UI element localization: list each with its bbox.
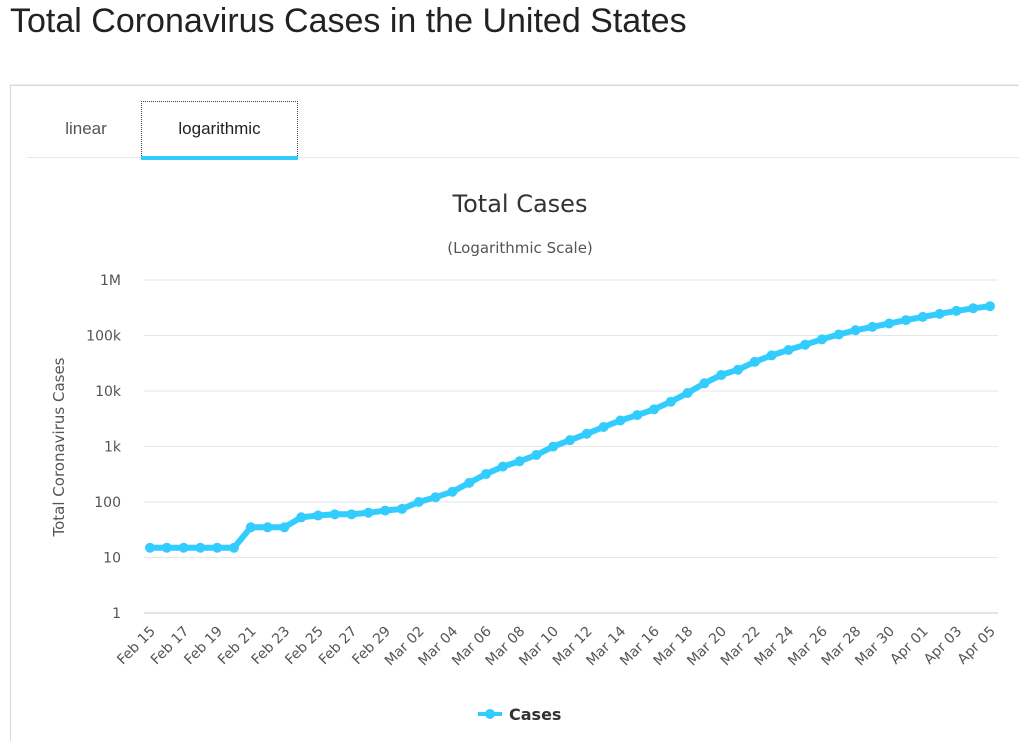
- data-point[interactable]: [514, 456, 525, 467]
- chart-title: Total Cases: [452, 190, 588, 218]
- data-point[interactable]: [733, 364, 743, 375]
- data-point[interactable]: [766, 350, 777, 361]
- tab-linear[interactable]: linear: [65, 118, 107, 138]
- data-point[interactable]: [581, 428, 592, 439]
- chart-legend[interactable]: Cases: [478, 705, 561, 724]
- data-point[interactable]: [817, 334, 827, 345]
- data-point[interactable]: [783, 344, 794, 355]
- data-point[interactable]: [497, 461, 508, 472]
- y-tick-label: 10k: [95, 384, 122, 400]
- scale-tabs: linear logarithmic: [27, 86, 1019, 160]
- data-point[interactable]: [632, 410, 643, 421]
- data-point[interactable]: [229, 542, 239, 553]
- data-point[interactable]: [363, 507, 374, 518]
- data-point[interactable]: [178, 542, 189, 553]
- data-point[interactable]: [565, 435, 575, 446]
- data-point[interactable]: [985, 301, 995, 312]
- data-point[interactable]: [682, 388, 693, 399]
- chart-subtitle: (Logarithmic Scale): [447, 239, 593, 257]
- data-point[interactable]: [195, 542, 206, 553]
- data-point[interactable]: [380, 505, 391, 516]
- data-point[interactable]: [699, 378, 710, 389]
- data-point[interactable]: [245, 522, 256, 533]
- y-tick-label: 1M: [100, 273, 121, 289]
- data-point[interactable]: [649, 404, 659, 415]
- data-point[interactable]: [262, 522, 273, 533]
- data-point[interactable]: [548, 441, 559, 452]
- data-point[interactable]: [481, 469, 491, 480]
- active-tab-indicator: [141, 156, 298, 160]
- data-point[interactable]: [413, 497, 424, 507]
- data-point[interactable]: [346, 509, 357, 520]
- x-tick-label: Apr 05: [955, 624, 999, 668]
- data-point[interactable]: [850, 325, 861, 336]
- data-point[interactable]: [279, 522, 290, 533]
- data-point[interactable]: [884, 318, 895, 329]
- data-point[interactable]: [313, 510, 323, 521]
- data-point[interactable]: [212, 542, 223, 553]
- data-point[interactable]: [329, 509, 340, 520]
- chart-panel: linear logarithmic: [10, 85, 1019, 741]
- data-point[interactable]: [800, 339, 811, 350]
- data-point[interactable]: [968, 303, 979, 314]
- y-tick-label: 100k: [86, 329, 122, 345]
- data-point[interactable]: [598, 421, 609, 432]
- data-point[interactable]: [161, 542, 172, 553]
- y-tick-label: 1: [112, 606, 121, 622]
- data-point[interactable]: [464, 477, 475, 488]
- y-tick-label: 10: [103, 551, 121, 567]
- data-point[interactable]: [296, 512, 307, 523]
- data-point[interactable]: [951, 305, 962, 316]
- tab-logarithmic[interactable]: logarithmic: [141, 101, 298, 156]
- data-point[interactable]: [145, 542, 155, 553]
- data-point[interactable]: [430, 492, 441, 503]
- data-point[interactable]: [833, 329, 844, 340]
- data-point[interactable]: [867, 321, 878, 332]
- y-axis-label: Total Coronavirus Cases: [50, 357, 68, 537]
- data-point[interactable]: [934, 308, 945, 319]
- data-point[interactable]: [615, 415, 626, 426]
- data-point[interactable]: [531, 449, 542, 460]
- data-point[interactable]: [447, 486, 458, 497]
- series-line-cases: [147, 303, 993, 551]
- y-tick-label: 1k: [104, 440, 122, 456]
- data-point[interactable]: [901, 315, 911, 326]
- data-point[interactable]: [749, 356, 760, 367]
- y-tick-label: 100: [94, 495, 121, 511]
- data-point[interactable]: [665, 396, 676, 407]
- legend-label: Cases: [509, 705, 561, 724]
- data-point[interactable]: [716, 370, 727, 381]
- legend-series-marker: [485, 709, 495, 719]
- data-point[interactable]: [917, 311, 928, 322]
- data-point[interactable]: [397, 503, 407, 514]
- page-title: Total Coronavirus Cases in the United St…: [10, 2, 687, 40]
